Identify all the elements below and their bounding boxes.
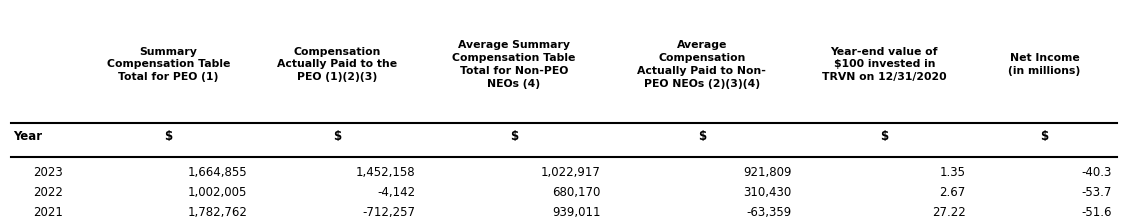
Text: 2021: 2021 xyxy=(33,206,63,218)
Text: -4,142: -4,142 xyxy=(377,186,416,198)
Text: $: $ xyxy=(880,130,888,143)
Text: $: $ xyxy=(510,130,518,143)
Text: 310,430: 310,430 xyxy=(743,186,792,198)
Text: -51.6: -51.6 xyxy=(1081,206,1112,218)
Text: 2.67: 2.67 xyxy=(940,186,966,198)
Text: 1.35: 1.35 xyxy=(940,166,966,178)
Text: Compensation
Actually Paid to the
PEO (1)(2)(3): Compensation Actually Paid to the PEO (1… xyxy=(277,47,396,82)
Text: -63,359: -63,359 xyxy=(747,206,792,218)
Text: $: $ xyxy=(164,130,173,143)
Text: Average
Compensation
Actually Paid to Non-
PEO NEOs (2)(3)(4): Average Compensation Actually Paid to No… xyxy=(638,40,766,89)
Text: Average Summary
Compensation Table
Total for Non-PEO
NEOs (4): Average Summary Compensation Table Total… xyxy=(453,40,575,89)
Text: Year-end value of
$100 invested in
TRVN on 12/31/2020: Year-end value of $100 invested in TRVN … xyxy=(822,47,947,82)
Text: 1,002,005: 1,002,005 xyxy=(188,186,247,198)
Text: 1,782,762: 1,782,762 xyxy=(188,206,247,218)
Text: 939,011: 939,011 xyxy=(553,206,601,218)
Text: 2023: 2023 xyxy=(33,166,63,178)
Text: 1,664,855: 1,664,855 xyxy=(188,166,247,178)
Text: 1,022,917: 1,022,917 xyxy=(541,166,601,178)
Text: $: $ xyxy=(697,130,706,143)
Text: 921,809: 921,809 xyxy=(743,166,792,178)
Text: -40.3: -40.3 xyxy=(1081,166,1112,178)
Text: $: $ xyxy=(332,130,341,143)
Text: Summary
Compensation Table
Total for PEO (1): Summary Compensation Table Total for PEO… xyxy=(107,47,230,82)
Text: $: $ xyxy=(1040,130,1049,143)
Text: 1,452,158: 1,452,158 xyxy=(356,166,416,178)
Text: Year: Year xyxy=(13,130,43,143)
Text: Net Income
(in millions): Net Income (in millions) xyxy=(1008,53,1080,76)
Text: 27.22: 27.22 xyxy=(932,206,966,218)
Text: 680,170: 680,170 xyxy=(553,186,601,198)
Text: 2022: 2022 xyxy=(33,186,63,198)
Text: -712,257: -712,257 xyxy=(363,206,416,218)
Text: -53.7: -53.7 xyxy=(1081,186,1112,198)
